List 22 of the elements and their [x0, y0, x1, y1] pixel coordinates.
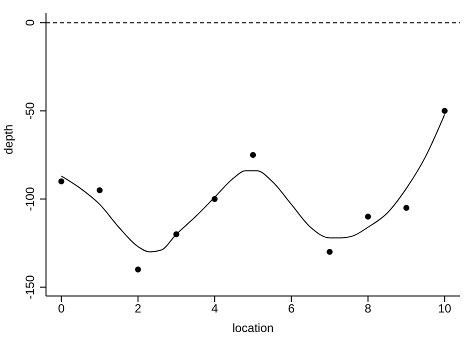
- x-tick-label: 6: [288, 302, 295, 316]
- point: [365, 214, 371, 220]
- point: [173, 231, 180, 238]
- x-tick-label: 2: [134, 302, 142, 316]
- y-tick-label: -150: [23, 274, 37, 300]
- x-tick-label: 0: [58, 302, 65, 316]
- point: [135, 266, 141, 273]
- y-tick-label: -50: [23, 102, 37, 120]
- x-tick-label: 8: [364, 302, 372, 316]
- x-tick-label: 4: [211, 302, 218, 316]
- point: [403, 204, 410, 211]
- y-tick-label: 0: [23, 19, 37, 26]
- point: [58, 178, 64, 184]
- x-axis-title: location: [232, 321, 274, 335]
- point: [212, 196, 218, 202]
- y-tick-label: -100: [23, 186, 37, 212]
- x-tick-label: 10: [438, 302, 452, 316]
- point: [96, 187, 103, 194]
- point: [250, 152, 256, 158]
- point: [326, 248, 333, 255]
- y-axis-title: depth: [1, 124, 16, 154]
- point: [442, 108, 448, 114]
